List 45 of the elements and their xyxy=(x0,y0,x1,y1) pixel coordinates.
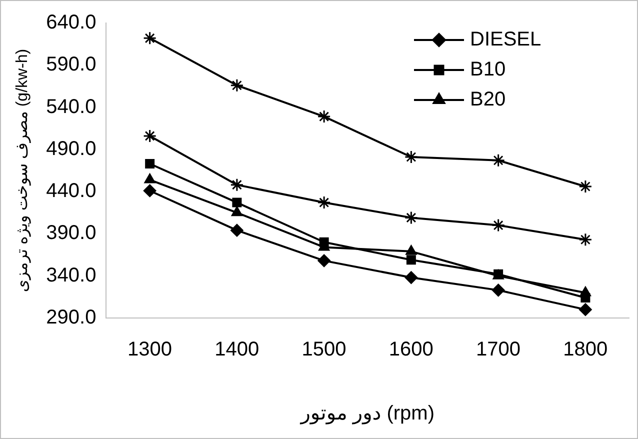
legend-label: DIESEL xyxy=(470,28,542,51)
point xyxy=(144,173,156,184)
x-tick-label: 1800 xyxy=(563,338,608,361)
y-tick-label: 590.0 xyxy=(46,54,96,76)
point xyxy=(143,129,157,143)
point xyxy=(230,224,244,237)
y-tick-label: 390.0 xyxy=(46,222,96,244)
point xyxy=(492,154,506,168)
point xyxy=(145,159,155,168)
x-axis-title: دور موتور (rpm) xyxy=(300,402,434,425)
point xyxy=(578,180,592,194)
x-tick-label: 1600 xyxy=(388,338,434,361)
x-tick-label: 1500 xyxy=(302,338,346,361)
point xyxy=(319,237,329,247)
point xyxy=(406,255,416,265)
point xyxy=(580,293,590,303)
x-tick-label: 1300 xyxy=(128,338,172,361)
legend-label: B20 xyxy=(470,88,506,111)
point xyxy=(318,254,331,268)
point xyxy=(143,184,156,198)
point xyxy=(230,78,244,92)
y-tick-label: 440.0 xyxy=(46,180,96,202)
point xyxy=(317,196,331,210)
point xyxy=(143,31,157,45)
y-axis-title: مصرف سوخت ویژه ترمزی (g/kw-h) xyxy=(14,48,32,292)
point xyxy=(578,232,592,246)
x-tick-label: 1700 xyxy=(476,338,521,361)
point xyxy=(404,271,418,284)
x-tick-label: 1400 xyxy=(214,338,260,361)
point xyxy=(578,303,592,316)
point xyxy=(231,206,243,216)
point xyxy=(492,284,505,297)
point xyxy=(232,198,242,208)
point xyxy=(230,178,244,192)
point xyxy=(404,150,418,164)
y-tick-label: 640.0 xyxy=(46,12,96,34)
y-tick-label: 290.0 xyxy=(46,306,96,329)
legend-label: B10 xyxy=(470,58,506,81)
y-tick-label: 490.0 xyxy=(46,138,96,160)
y-tick-label: 540.0 xyxy=(46,96,96,118)
point xyxy=(404,210,418,224)
point xyxy=(492,218,506,232)
y-tick-label: 340.0 xyxy=(46,264,96,286)
point xyxy=(405,244,417,255)
point xyxy=(317,110,331,124)
